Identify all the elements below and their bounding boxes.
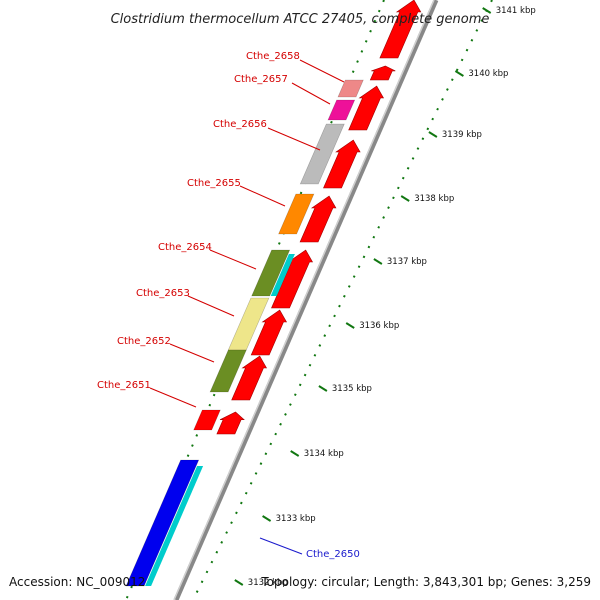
accent-strip-1 [270,254,295,296]
tick-mark-2 [454,70,464,77]
genome-stats-text: Topology: circular; Length: 3,843,301 bp… [260,575,591,589]
gene-label-Cthe_2654: Cthe_2654 [158,242,212,253]
leader-Cthe_2654 [209,249,257,270]
tick-mark-4 [400,195,410,202]
gene-features [125,79,364,587]
backbone-line-highlight [173,0,435,600]
tick-mark-10 [234,579,244,586]
backbone-line [173,0,439,600]
gene-band-Cthe_2650 [125,459,200,587]
outer-dotted-ring [192,0,493,600]
leader-Cthe_2651 [149,387,197,408]
gene-band-Cthe_2651 [193,409,221,431]
cds-track [216,0,422,435]
tick-label-3: 3139 kbp [442,130,482,140]
gene-label-Cthe_2656: Cthe_2656 [213,119,267,130]
tick-label-2: 3140 kbp [468,69,508,79]
gene-band-Cthe_2654 [251,249,291,297]
leader-Cthe_2653 [187,295,235,317]
tick-mark-3 [428,131,438,138]
gene-label-Cthe_2657: Cthe_2657 [234,74,288,85]
leader-Cthe_2657 [291,82,331,105]
gene-band-Cthe_2656 [299,123,345,185]
leader-Cthe_2655 [239,185,286,207]
leader-Cthe_2652 [169,343,215,363]
gene-band-Cthe_2655 [278,193,315,235]
gene-label-Cthe_2650: Cthe_2650 [306,549,360,560]
tick-label-7: 3135 kbp [332,384,372,394]
cds-arrow-8 [231,355,268,401]
cds-arrow-2 [369,65,396,81]
accession-text: Accession: NC_009012 [9,575,145,589]
tick-label-10: 3132 kbp [248,578,288,588]
tick-label-9: 3133 kbp [276,514,316,524]
tick-mark-6 [345,322,355,329]
gene-label-Cthe_2655: Cthe_2655 [187,178,241,189]
tick-mark-8 [290,450,300,457]
tick-mark-5 [373,258,383,265]
tick-mark-1 [482,7,492,14]
tick-mark-7 [318,385,328,392]
gene-band-Cthe_2658 [337,79,364,98]
cds-arrow-4 [323,139,361,189]
tick-label-5: 3137 kbp [387,257,427,267]
cds-arrow-1 [379,0,422,59]
leader-Cthe_2650 [259,537,303,555]
gene-label-Cthe_2651: Cthe_2651 [97,380,151,391]
accent-strip-2 [145,466,204,586]
tick-label-4: 3138 kbp [414,194,454,204]
tick-mark-9 [262,515,272,522]
leader-Cthe_2656 [267,127,321,151]
cds-arrow-5 [299,195,337,243]
tick-label-8: 3134 kbp [304,449,344,459]
gene-label-Cthe_2653: Cthe_2653 [136,288,190,299]
gene-label-Cthe_2652: Cthe_2652 [117,336,171,347]
gene-band-Cthe_2657 [327,99,356,121]
map-title: Clostridium thermocellum ATCC 27405, com… [111,12,490,27]
gene-band-Cthe_2652 [209,349,247,393]
gene-leaders: Cthe_2658 Cthe_2657 Cthe_2656 Cthe_2655 Cthe… [97,51,360,560]
cds-arrow-9 [216,411,245,435]
gene-label-Cthe_2658: Cthe_2658 [246,51,300,62]
tick-label-1: 3141 kbp [496,6,536,16]
cds-arrow-3 [348,85,385,131]
cds-arrow-7 [250,309,288,356]
tick-label-6: 3136 kbp [359,321,399,331]
leader-Cthe_2658 [299,59,345,83]
tick-marks: 3141 kbp 3140 kbp 3139 kbp 3138 kbp 3137 kbp… [234,6,536,588]
